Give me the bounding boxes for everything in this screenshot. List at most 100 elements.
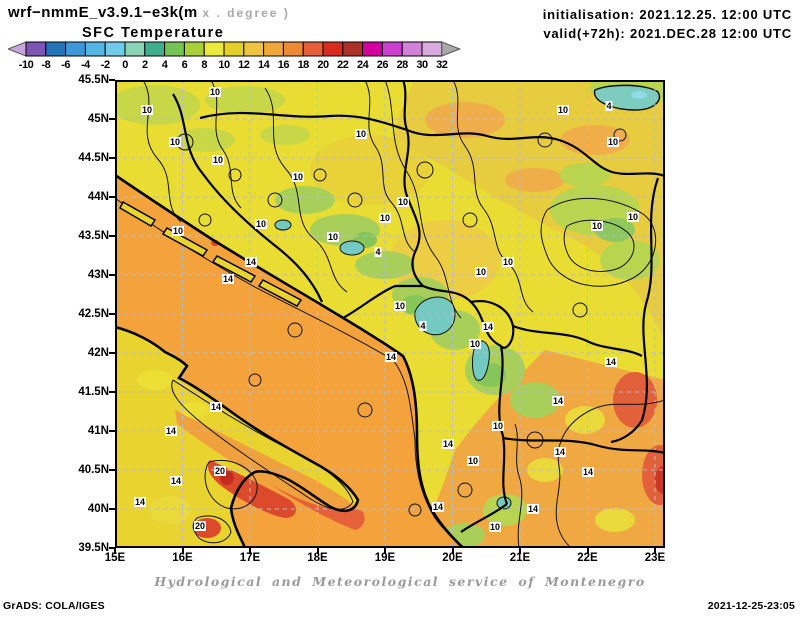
colorbar-tick-label: 8 xyxy=(201,59,207,71)
colorbar-segment xyxy=(183,41,205,57)
contour-value-label: 10 xyxy=(326,232,340,242)
contour-value-label: 10 xyxy=(501,257,515,267)
colorbar-segment xyxy=(401,41,423,57)
lat-tick xyxy=(109,469,115,471)
temperature-map xyxy=(115,80,665,548)
colorbar-segment xyxy=(164,41,185,57)
contour-value-label: 14 xyxy=(164,426,178,436)
contour-value-label: 14 xyxy=(133,497,147,507)
lon-tick xyxy=(249,548,251,554)
colorbar-tick-label: 6 xyxy=(181,59,188,71)
contour-value-label: 10 xyxy=(626,212,640,222)
contour-value-label: 14 xyxy=(581,467,595,477)
colorbar-segment xyxy=(104,41,126,57)
contour-value-label: 10 xyxy=(354,129,368,139)
contour-value-label: 14 xyxy=(481,322,495,332)
lon-tick xyxy=(586,548,589,554)
contour-value-label: 14 xyxy=(209,402,223,412)
colorbar-tick-label: 24 xyxy=(356,59,369,71)
model-title-units: x . degree ) xyxy=(202,6,290,20)
contour-value-label: 10 xyxy=(396,197,410,207)
lon-axis-label: 23E xyxy=(644,552,666,564)
field-title: SFC Temperature xyxy=(82,25,225,41)
colorbar-tick-label: 16 xyxy=(277,59,290,71)
contour-value-label: 4 xyxy=(605,101,613,111)
temperature-colorbar xyxy=(8,41,462,57)
lat-tick xyxy=(109,313,115,315)
contour-value-label: 10 xyxy=(466,456,480,466)
colorbar-segment xyxy=(84,41,106,57)
contour-value-label: 4 xyxy=(374,247,382,257)
lat-axis-label: 43N xyxy=(87,269,109,281)
contour-value-label: 10 xyxy=(140,105,154,115)
colorbar-tick-label: 22 xyxy=(337,59,349,71)
colorbar-tick-label: 30 xyxy=(416,59,428,71)
colorbar-tick-label: -4 xyxy=(81,59,90,71)
contour-value-label: 14 xyxy=(551,396,565,406)
lat-tick xyxy=(109,118,115,120)
lat-axis-label: 42.5N xyxy=(78,308,109,320)
grads-credit: GrADS: COLA/IGES xyxy=(3,600,105,612)
lat-axis-label: 45N xyxy=(87,113,109,125)
lon-axis-label: 17E xyxy=(239,552,261,564)
lat-tick xyxy=(109,508,115,510)
colorbar-segment xyxy=(203,41,225,57)
colorbar-tick-label: -6 xyxy=(61,59,70,71)
graticule xyxy=(115,80,665,548)
map-plot-area: 10 10 10 10 10 10 10 10 10 10 10 10 10 10 10 10 10 10 10 10… xyxy=(78,74,665,564)
map-frame xyxy=(115,80,665,548)
lat-axis-label: 39.5N xyxy=(78,542,109,554)
colorbar-segment xyxy=(381,41,403,57)
contour-value-label: 14 xyxy=(244,257,258,267)
colorbar-tick-label: 10 xyxy=(218,59,230,71)
colorbar-segment xyxy=(144,41,166,57)
lon-axis-label: 22E xyxy=(577,552,598,564)
contour-value-label: 10 xyxy=(393,301,407,311)
contour-value-label: 14 xyxy=(526,504,540,514)
lat-axis-label: 40.5N xyxy=(78,464,109,476)
lat-tick xyxy=(109,430,115,432)
lat-tick xyxy=(109,157,115,159)
lon-axis-label: 20E xyxy=(442,552,463,564)
contour-value-label: 10 xyxy=(171,226,185,236)
lon-tick xyxy=(451,548,454,554)
lon-axis-label: 18E xyxy=(307,552,328,564)
lon-axis-label: 15E xyxy=(104,552,126,564)
lat-tick xyxy=(109,352,115,354)
colorbar-segment xyxy=(302,41,324,57)
colorbar-tick-label: 18 xyxy=(297,59,310,71)
contour-value-label: 10 xyxy=(378,213,392,223)
service-caption: Hydrological and Meteorological service … xyxy=(154,574,646,589)
colorbar-tick-label: 26 xyxy=(376,59,389,71)
colorbar-tick-label: 4 xyxy=(161,59,168,71)
colorbar-segment xyxy=(25,41,47,57)
lat-tick xyxy=(109,274,115,276)
colorbar-segment xyxy=(243,41,265,57)
colorbar-segment xyxy=(65,41,86,57)
contour-value-label: 14 xyxy=(169,476,183,486)
colorbar-tick-label: 2 xyxy=(141,59,148,71)
lon-axis-label: 21E xyxy=(509,552,531,564)
creation-timestamp: 2021-12-25-23:05 xyxy=(707,600,795,612)
contour-value-label: 20 xyxy=(193,521,207,531)
colorbar-right-arrow xyxy=(441,41,462,57)
contour-value-label: 10 xyxy=(606,137,620,147)
colorbar-tick-label: 14 xyxy=(257,59,270,71)
model-title-text: wrf−nmmE_v3.9.1−e3k(m xyxy=(8,4,198,21)
contour-value-label: 10 xyxy=(208,87,222,97)
colorbar-tick-label: -10 xyxy=(18,59,34,71)
lat-tick xyxy=(109,79,115,81)
colorbar-left-arrow xyxy=(8,41,27,57)
colorbar-segment xyxy=(223,41,245,57)
lon-tick xyxy=(181,548,184,554)
model-title: wrf−nmmE_v3.9.1−e3k(m x . degree ) xyxy=(8,4,290,21)
colorbar-segment xyxy=(263,41,284,57)
contour-value-label: 10 xyxy=(468,339,482,349)
lon-tick xyxy=(519,548,521,554)
lon-tick xyxy=(316,548,319,554)
contour-value-label: 10 xyxy=(474,267,488,277)
contour-value-label: 4 xyxy=(419,321,427,331)
contour-value-label: 10 xyxy=(491,421,505,431)
lon-axis-label: 16E xyxy=(172,552,193,564)
